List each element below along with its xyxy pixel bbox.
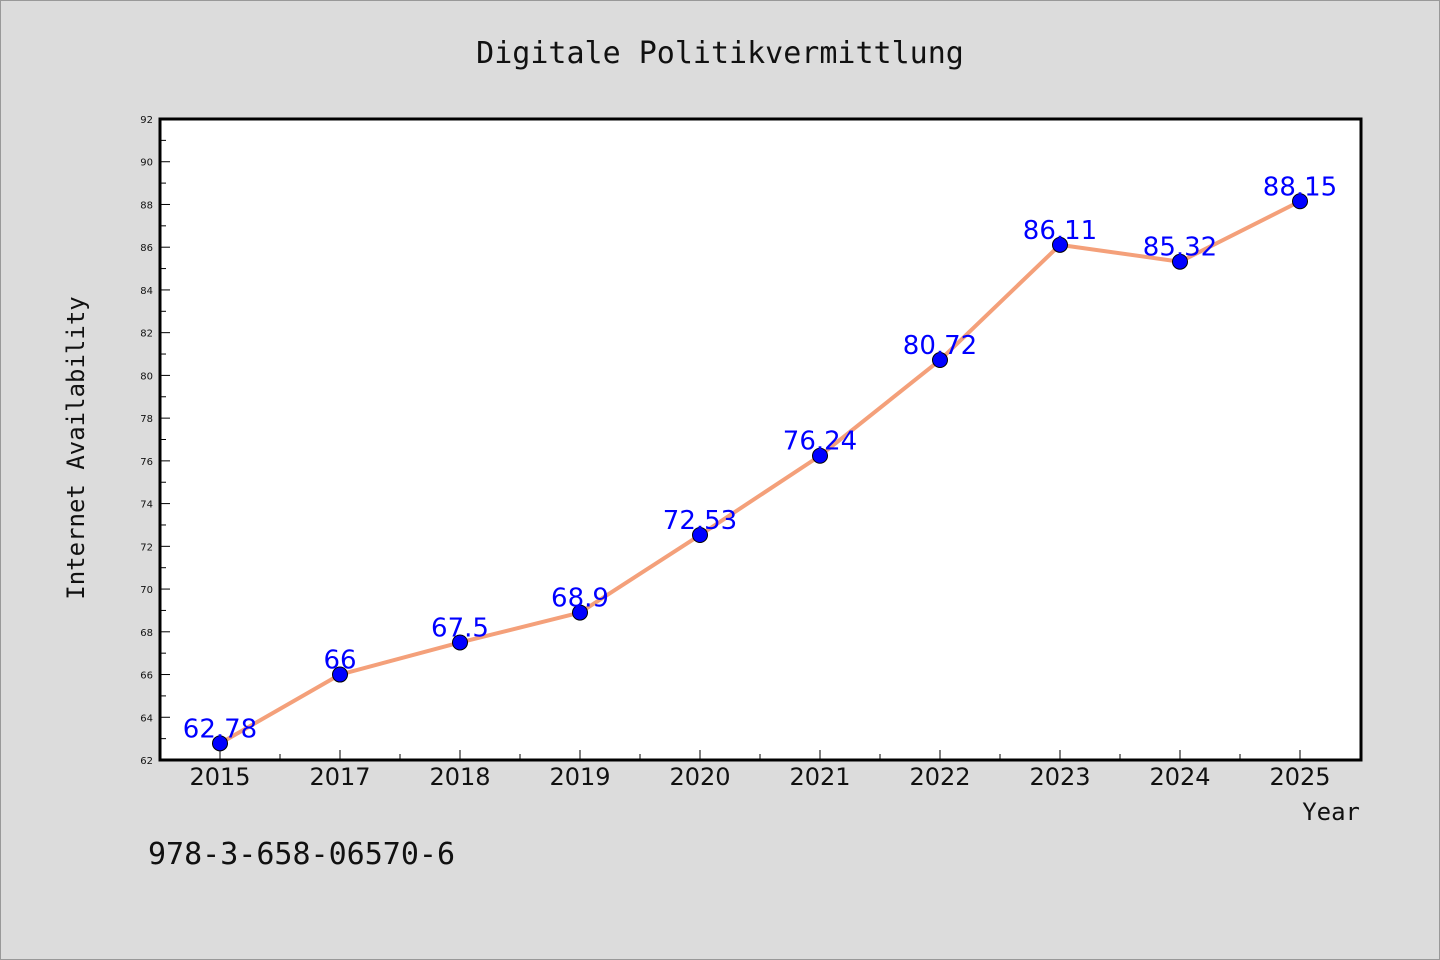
data-label: 67.5 xyxy=(431,613,489,643)
x-tick-label: 2021 xyxy=(789,763,850,791)
y-tick-label: 74 xyxy=(140,500,153,511)
data-point xyxy=(1172,253,1188,270)
y-tick-label: 82 xyxy=(140,329,153,340)
data-point xyxy=(692,527,708,544)
chart-title: Digitale Politikvermittlung xyxy=(476,36,964,71)
series-layer: 62.78 66 67.5 68.9 72.53 76.24 80.72 86.11 85.32… xyxy=(183,172,1337,752)
x-tick-label: 2019 xyxy=(549,763,610,791)
y-tick-label: 72 xyxy=(140,542,153,553)
y-axis-label: Internet Availability xyxy=(62,296,90,599)
x-tick-label: 2018 xyxy=(429,763,490,791)
y-tick-label: 70 xyxy=(140,585,153,596)
data-label: 66 xyxy=(323,646,356,676)
y-tick-label: 78 xyxy=(140,414,153,425)
data-point xyxy=(932,352,948,369)
x-axis: 2015 2017 2018 2019 2020 2021 2022 2023 2024 2025 xyxy=(189,750,1331,791)
y-axis: 62 64 66 68 70 72 74 76 78 80 82 84 86 88 90 92 xyxy=(140,115,170,767)
data-label: 85.32 xyxy=(1143,233,1217,263)
data-point xyxy=(812,447,828,464)
data-label: 88.15 xyxy=(1263,172,1337,202)
x-tick-label: 2024 xyxy=(1149,763,1210,791)
y-tick-label: 84 xyxy=(140,286,153,297)
data-label: 68.9 xyxy=(551,584,609,614)
x-tick-label: 2020 xyxy=(669,763,730,791)
y-tick-label: 86 xyxy=(140,243,153,254)
series-line xyxy=(218,199,1302,746)
y-tick-label: 68 xyxy=(140,628,153,639)
x-tick-label: 2022 xyxy=(909,763,970,791)
data-point xyxy=(212,735,228,752)
y-tick-label: 76 xyxy=(140,457,153,468)
x-tick-label: 2023 xyxy=(1029,763,1090,791)
data-label: 80.72 xyxy=(903,331,977,361)
y-tick-label: 88 xyxy=(140,200,153,211)
data-label: 86.11 xyxy=(1023,216,1097,246)
y-tick-label: 90 xyxy=(140,158,153,169)
data-point xyxy=(452,634,468,651)
x-tick-label: 2025 xyxy=(1269,763,1330,791)
data-point xyxy=(1292,193,1308,210)
x-tick-label: 2017 xyxy=(309,763,370,791)
data-label: 76.24 xyxy=(783,427,857,457)
data-point xyxy=(332,666,348,683)
x-tick-label: 2015 xyxy=(189,763,250,791)
y-tick-label: 80 xyxy=(140,371,153,382)
plot-area xyxy=(158,117,1363,762)
y-tick-label: 64 xyxy=(140,713,153,724)
data-label: 72.53 xyxy=(663,506,737,536)
y-tick-label: 62 xyxy=(140,756,153,767)
data-label: 62.78 xyxy=(183,714,257,744)
x-axis-label: Year xyxy=(1302,798,1360,826)
y-tick-label: 66 xyxy=(140,671,153,682)
isbn-annotation: 978-3-658-06570-6 xyxy=(148,837,455,872)
data-point xyxy=(1052,236,1068,253)
y-tick-label: 92 xyxy=(140,115,153,126)
data-point xyxy=(572,604,588,621)
